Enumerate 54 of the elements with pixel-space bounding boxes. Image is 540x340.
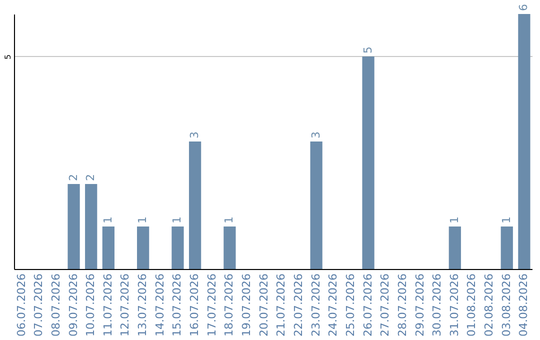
x-tick-label: 10.07.2026 xyxy=(84,274,98,336)
x-tick-label: 26.07.2026 xyxy=(361,274,374,336)
x-tick-label: 30.07.2026 xyxy=(430,274,444,336)
bar xyxy=(518,14,530,269)
x-tick-label: 17.07.2026 xyxy=(205,274,218,336)
data-label: 6 xyxy=(517,4,530,11)
x-tick-label: 04.08.2026 xyxy=(517,274,530,336)
bar xyxy=(500,226,513,269)
x-tick-label: 09.07.2026 xyxy=(66,274,80,336)
x-tick-label: 07.07.2026 xyxy=(32,274,46,336)
bar xyxy=(102,226,114,269)
x-tick-label: 11.07.2026 xyxy=(101,274,114,336)
data-label: 1 xyxy=(448,216,461,224)
data-label: 3 xyxy=(309,132,322,138)
data-label: 1 xyxy=(222,216,236,224)
data-label: 1 xyxy=(101,216,114,224)
x-tick-label: 13.07.2026 xyxy=(136,274,150,336)
x-tick-label: 18.07.2026 xyxy=(222,274,236,336)
bar xyxy=(68,184,80,269)
x-tick-label: 23.07.2026 xyxy=(309,274,322,336)
x-tick-label: 20.07.2026 xyxy=(257,274,270,336)
x-tick-label: 19.07.2026 xyxy=(240,274,254,336)
bar xyxy=(224,226,236,269)
x-tick-label: 03.08.2026 xyxy=(500,274,513,336)
data-label: 2 xyxy=(84,174,98,181)
x-tick-label: 29.07.2026 xyxy=(413,274,426,336)
bar xyxy=(85,184,98,269)
bar xyxy=(448,226,461,269)
data-label: 5 xyxy=(361,46,374,54)
x-tick-label: 24.07.2026 xyxy=(326,274,340,336)
data-label: 3 xyxy=(188,132,202,138)
x-tick-label: 22.07.2026 xyxy=(292,274,305,336)
x-tick-label: 25.07.2026 xyxy=(344,274,357,336)
x-tick-label: 08.07.2026 xyxy=(49,274,62,336)
x-tick-label: 15.07.2026 xyxy=(170,274,184,336)
bar xyxy=(188,142,202,269)
x-tick-label: 21.07.2026 xyxy=(274,274,288,336)
x-tick-label: 12.07.2026 xyxy=(118,274,132,336)
data-label: 1 xyxy=(170,216,184,224)
x-tick-label: 14.07.2026 xyxy=(153,274,166,336)
bar xyxy=(310,142,322,269)
bar xyxy=(137,226,150,269)
bar xyxy=(172,226,184,269)
x-tick-label: 27.07.2026 xyxy=(378,274,392,336)
x-tick-label: 06.07.2026 xyxy=(14,274,28,336)
x-tick-label: 31.07.2026 xyxy=(448,274,461,336)
data-label: 1 xyxy=(500,216,513,224)
x-tick-label: 16.07.2026 xyxy=(188,274,202,336)
x-tick-label: 28.07.2026 xyxy=(396,274,409,336)
data-label: 1 xyxy=(136,216,150,224)
x-tick-label: 02.08.2026 xyxy=(482,274,496,336)
x-tick-label: 01.08.2026 xyxy=(465,274,478,336)
bar xyxy=(362,56,374,269)
data-label: 2 xyxy=(66,174,80,181)
